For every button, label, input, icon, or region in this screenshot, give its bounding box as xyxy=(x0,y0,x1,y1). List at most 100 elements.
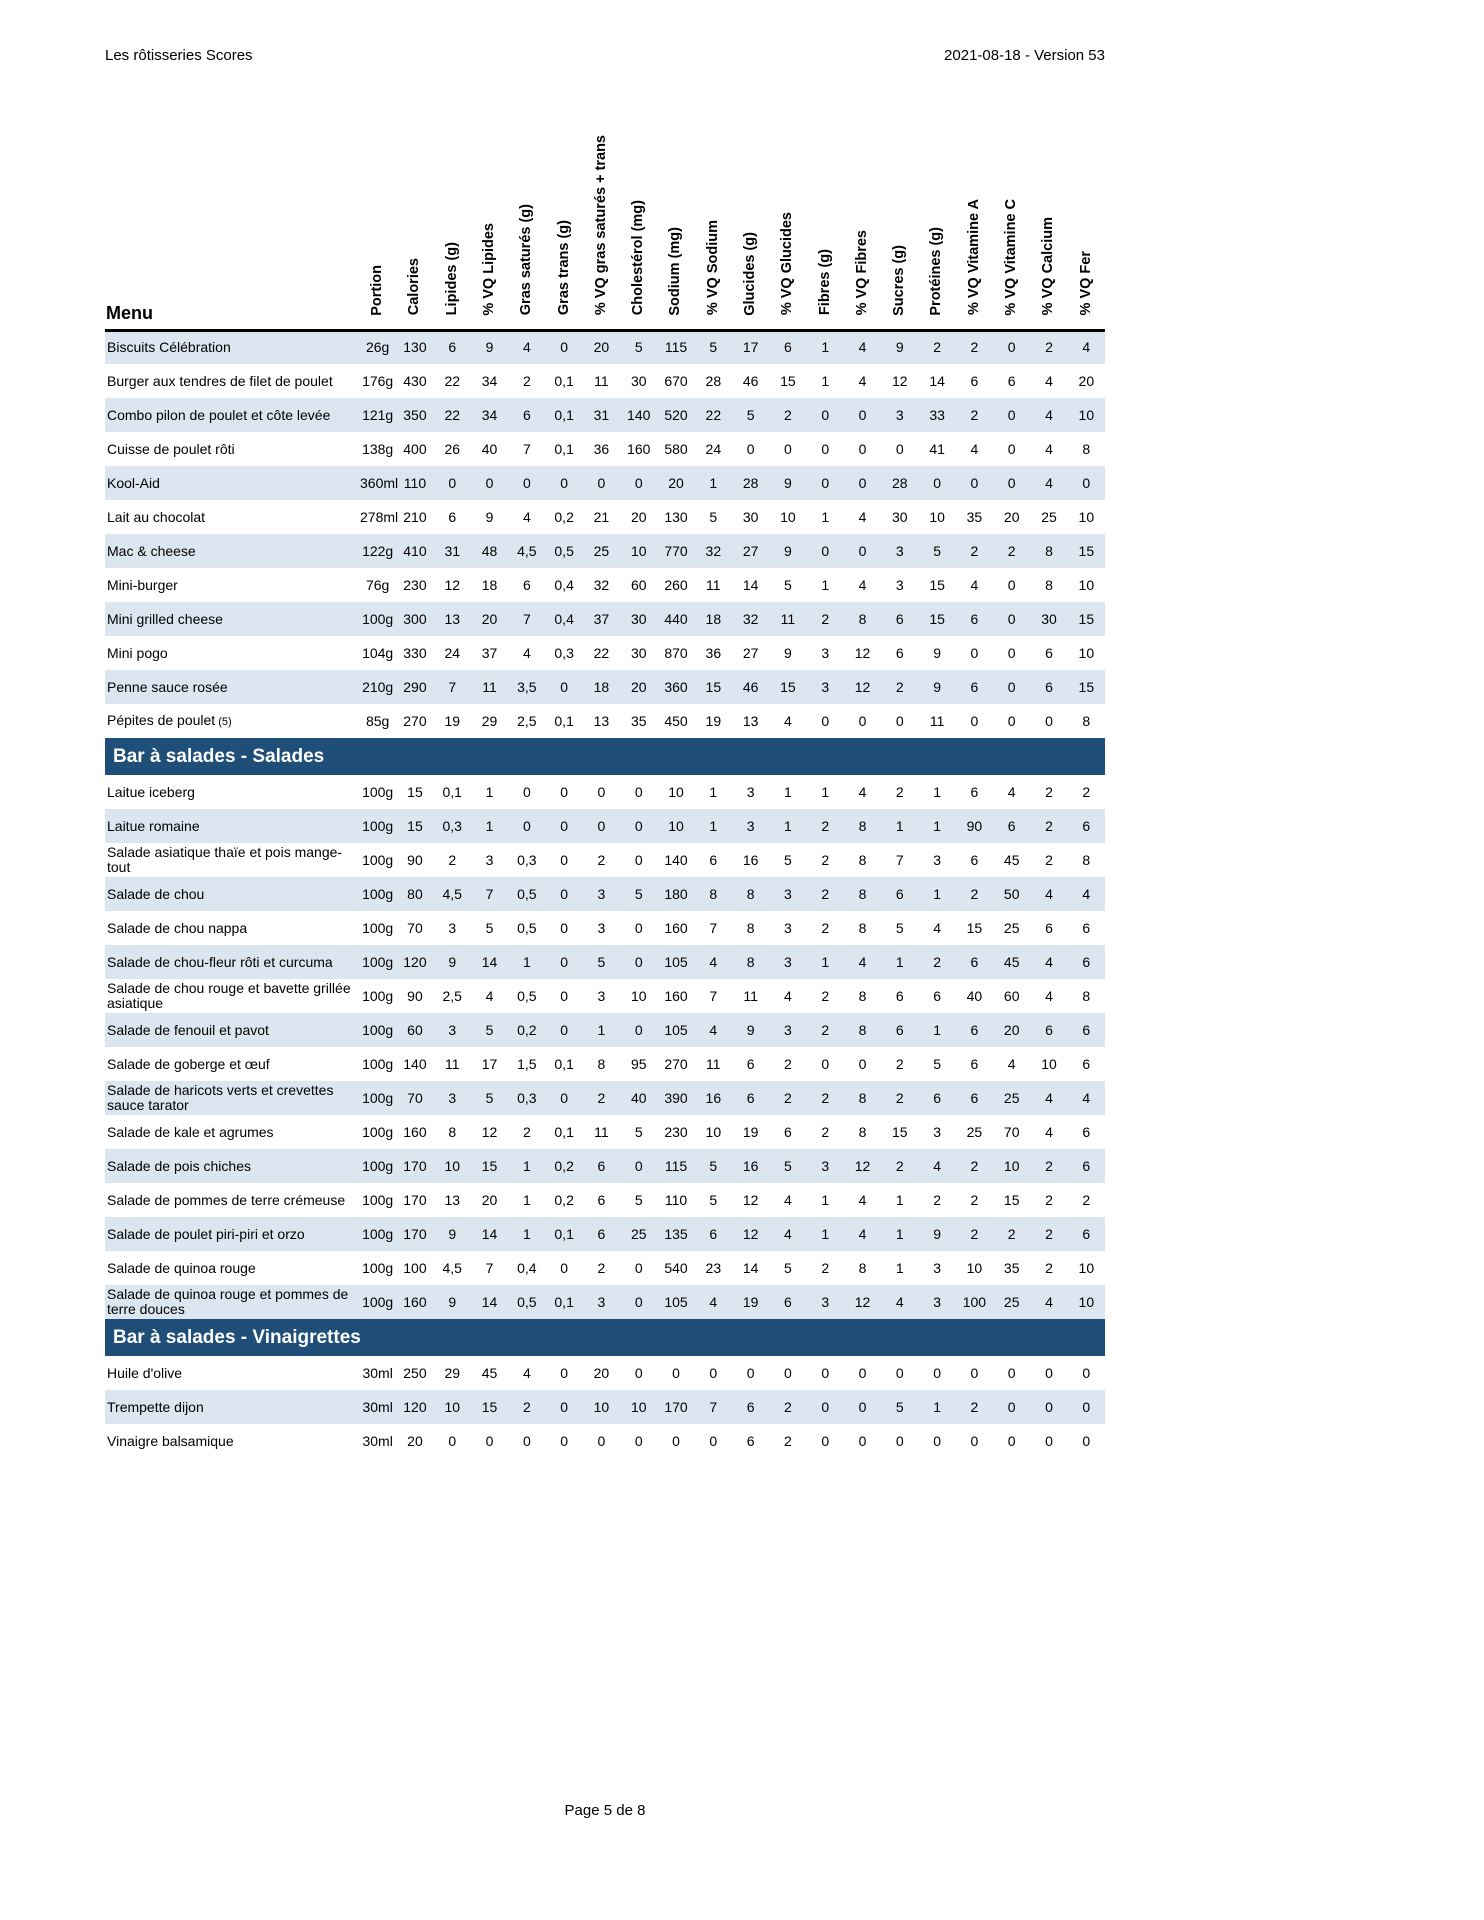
nutrition-value: 14 xyxy=(929,372,945,389)
nutrition-value: 0,1 xyxy=(554,372,574,389)
nutrition-value: 30 xyxy=(630,372,647,389)
nutrition-value: 1 xyxy=(918,809,956,843)
nutrition-value: 6 xyxy=(522,576,531,593)
nutrition-value: 3 xyxy=(769,877,807,911)
nutrition-value: 2 xyxy=(955,1390,994,1424)
nutrition-value: 104g xyxy=(362,644,394,661)
nutrition-value: 4 xyxy=(918,1149,956,1183)
column-header-label: Glucides (g) xyxy=(742,231,758,316)
nutrition-value: 25 xyxy=(620,1217,658,1251)
nutrition-value: 1 xyxy=(933,783,941,800)
nutrition-value: 2 xyxy=(508,1390,546,1424)
nutrition-value: 4,5 xyxy=(433,877,471,911)
document-title: Les rôtisseries Scores xyxy=(105,47,253,64)
nutrition-value: 0,1 xyxy=(554,1055,574,1072)
nutrition-value: 13 xyxy=(433,602,471,636)
nutrition-value: 30ml xyxy=(362,1364,393,1381)
nutrition-value: 0 xyxy=(522,1432,531,1449)
menu-item-name: Laitue romaine xyxy=(105,809,359,843)
table-row: Salade de fenouil et pavot 100g 60 3 5 0,2 0 1 0… xyxy=(105,1013,1105,1047)
nutrition-value: 10 xyxy=(1078,1259,1095,1276)
nutrition-value: 0 xyxy=(1045,712,1053,729)
nutrition-value: 278ml xyxy=(360,508,399,525)
nutrition-value: 16 xyxy=(694,1081,732,1115)
nutrition-value: 20 xyxy=(593,1364,610,1381)
nutrition-value: 8 xyxy=(448,1123,457,1140)
nutrition-value: 26g xyxy=(359,330,397,364)
nutrition-value: 6 xyxy=(918,1081,956,1115)
nutrition-value: 100g xyxy=(359,1149,397,1183)
nutrition-value: 6 xyxy=(1067,1149,1105,1183)
nutrition-value: 0 xyxy=(858,1432,867,1449)
nutrition-value: 0 xyxy=(1007,576,1016,593)
table-row: Salade de chou-fleur rôti et curcuma 100g… xyxy=(105,945,1105,979)
nutrition-value: 4 xyxy=(843,1217,882,1251)
nutrition-value: 45 xyxy=(1003,851,1020,868)
column-header-label: Calories xyxy=(406,258,423,316)
nutrition-value: 18 xyxy=(481,576,498,593)
nutrition-value: 6 xyxy=(582,1149,621,1183)
nutrition-value: 5 xyxy=(694,1149,732,1183)
nutrition-value: 100g xyxy=(362,1191,394,1208)
nutrition-value: 5 xyxy=(769,1149,807,1183)
table-row: Penne sauce rosée 210g 290 7 11 3,5 0 18 20 360 15… xyxy=(105,670,1105,704)
nutrition-value: 9 xyxy=(881,330,919,364)
nutrition-value: 14 xyxy=(470,1285,509,1319)
nutrition-value: 1 xyxy=(694,809,732,843)
nutrition-value: 90 xyxy=(955,809,994,843)
nutrition-value: 15 xyxy=(918,602,956,636)
nutrition-value: 1 xyxy=(508,1149,546,1183)
nutrition-value: 1 xyxy=(508,1217,546,1251)
nutrition-value: 1 xyxy=(881,945,919,979)
table-row: Salade de pois chiches 100g 170 10 15 1 0,2 6 0 1… xyxy=(105,1149,1105,1183)
nutrition-value: 8 xyxy=(1082,440,1091,457)
nutrition-value: 6 xyxy=(881,877,919,911)
nutrition-value: 12 xyxy=(843,1285,882,1319)
nutrition-value: 11 xyxy=(470,670,509,704)
nutrition-value: 0,1 xyxy=(554,712,574,729)
nutrition-value: 10 xyxy=(657,809,695,843)
nutrition-value: 0 xyxy=(746,1364,755,1381)
menu-item-name: Laitue iceberg xyxy=(107,783,195,800)
nutrition-value: 400 xyxy=(403,440,427,457)
nutrition-value: 0,5 xyxy=(545,534,583,568)
nutrition-value: 0 xyxy=(1045,1364,1053,1381)
nutrition-value: 25 xyxy=(582,534,621,568)
nutrition-value: 5 xyxy=(694,330,732,364)
table-row: Salade de poulet piri-piri et orzo 100g 17… xyxy=(105,1217,1105,1251)
nutrition-value: 2 xyxy=(522,372,531,389)
nutrition-value: 10 xyxy=(1078,576,1095,593)
nutrition-value: 14 xyxy=(470,945,509,979)
nutrition-value: 31 xyxy=(433,534,471,568)
nutrition-value: 10 xyxy=(630,987,647,1004)
nutrition-value: 6 xyxy=(970,1055,979,1072)
nutrition-value: 4 xyxy=(694,945,732,979)
nutrition-value: 25 xyxy=(966,1123,983,1140)
nutrition-value: 2 xyxy=(806,877,844,911)
nutrition-value: 3 xyxy=(881,534,919,568)
nutrition-value: 4 xyxy=(485,987,494,1004)
nutrition-value: 11 xyxy=(706,576,721,593)
nutrition-value: 6 xyxy=(895,987,904,1004)
nutrition-value: 9 xyxy=(433,1217,471,1251)
column-header: Protéines (g) xyxy=(918,128,956,332)
nutrition-value: 2 xyxy=(821,1123,830,1140)
menu-item-name: Salade de pommes de terre crémeuse xyxy=(107,1191,346,1208)
nutrition-value: 6 xyxy=(448,508,457,525)
nutrition-value: 90 xyxy=(407,987,423,1004)
nutrition-value: 160 xyxy=(396,1285,434,1319)
nutrition-value: 2 xyxy=(955,877,994,911)
nutrition-value: 22 xyxy=(593,644,610,661)
nutrition-value: 37 xyxy=(582,602,621,636)
table-row: Kool-Aid 360ml 110 0 0 0 0 0 0 20 1 28 9 0 0 28 0 0 0 4 0 xyxy=(105,466,1105,500)
nutrition-value: 10 xyxy=(620,1390,658,1424)
nutrition-value: 0 xyxy=(895,1364,904,1381)
nutrition-value: 7 xyxy=(709,987,718,1004)
nutrition-value: 9 xyxy=(769,466,807,500)
nutrition-value: 4 xyxy=(970,440,979,457)
nutrition-value: 2 xyxy=(597,851,606,868)
nutrition-value: 4 xyxy=(1007,783,1016,800)
nutrition-value: 230 xyxy=(664,1123,688,1140)
nutrition-value: 3 xyxy=(784,919,792,936)
menu-item-name: Trempette dijon xyxy=(105,1390,359,1424)
